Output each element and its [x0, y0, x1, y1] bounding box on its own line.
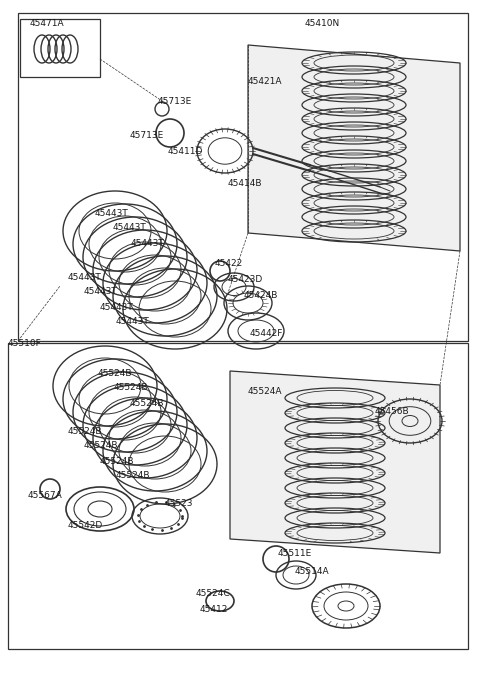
- Text: 45423D: 45423D: [228, 274, 263, 283]
- Text: 45542D: 45542D: [68, 522, 103, 530]
- Text: 45524B: 45524B: [68, 426, 103, 436]
- Text: 45443T: 45443T: [84, 287, 118, 296]
- Text: 45410N: 45410N: [305, 18, 340, 27]
- Bar: [20, 19, 100, 77]
- Text: 45443T: 45443T: [116, 317, 150, 326]
- Text: 45524B: 45524B: [100, 456, 134, 466]
- Text: 45443T: 45443T: [95, 208, 129, 217]
- Text: 45514A: 45514A: [295, 567, 330, 575]
- Text: 45412: 45412: [200, 605, 228, 614]
- Text: 45524A: 45524A: [248, 387, 283, 396]
- Text: 45443T: 45443T: [113, 223, 147, 232]
- Text: 45713E: 45713E: [130, 131, 164, 140]
- Text: 45443T: 45443T: [100, 302, 134, 311]
- Text: 45524B: 45524B: [116, 471, 151, 481]
- Bar: [18, 13, 468, 341]
- Text: 45442F: 45442F: [250, 328, 283, 338]
- Text: 45524C: 45524C: [196, 588, 230, 597]
- Text: 45713E: 45713E: [158, 97, 192, 106]
- Text: 45456B: 45456B: [375, 407, 409, 415]
- Text: 45524B: 45524B: [114, 383, 148, 392]
- Text: 45421A: 45421A: [248, 76, 283, 86]
- Text: 45523: 45523: [165, 498, 193, 507]
- Polygon shape: [248, 45, 460, 251]
- Text: 45471A: 45471A: [30, 18, 65, 27]
- Text: 45424B: 45424B: [244, 291, 278, 300]
- Text: 45510F: 45510F: [8, 338, 42, 347]
- Text: 45414B: 45414B: [228, 180, 263, 189]
- Text: 45524B: 45524B: [84, 441, 119, 451]
- Text: 45524B: 45524B: [98, 368, 132, 377]
- Text: 45411D: 45411D: [168, 146, 204, 155]
- Text: 45511E: 45511E: [278, 548, 312, 558]
- Text: 45443T: 45443T: [131, 238, 165, 247]
- Text: 45443T: 45443T: [68, 272, 102, 281]
- Text: 45567A: 45567A: [28, 492, 63, 501]
- Polygon shape: [230, 371, 440, 553]
- Text: 45524B: 45524B: [130, 398, 165, 407]
- Text: 45422: 45422: [215, 259, 243, 268]
- Bar: [8, 343, 468, 649]
